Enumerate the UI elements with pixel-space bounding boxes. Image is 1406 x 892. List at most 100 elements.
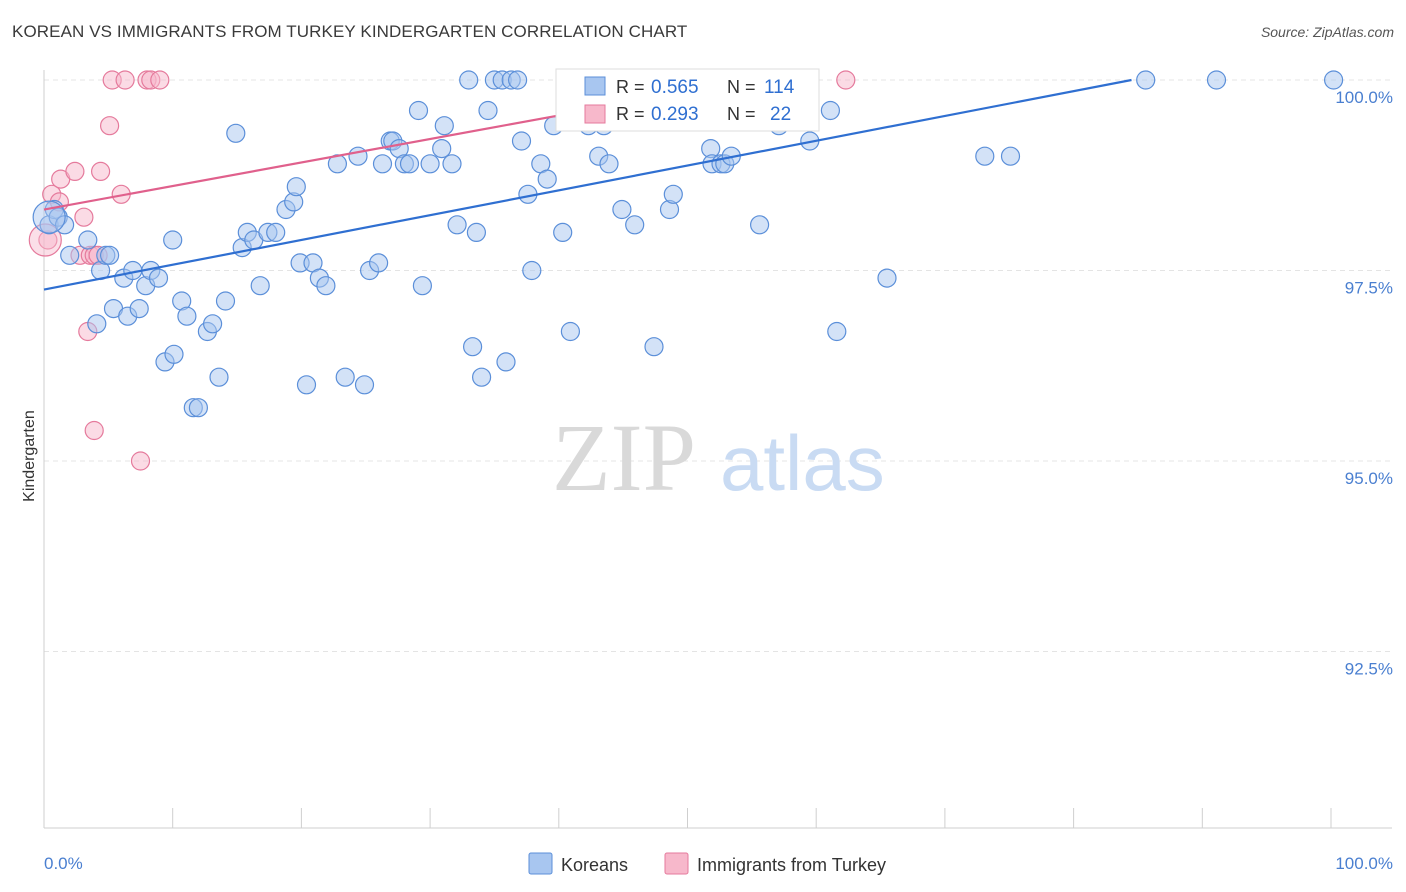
data-point-turkey: [90, 161, 111, 181]
legend-r-label-turkey: R =: [616, 104, 645, 124]
data-point-korean: [560, 321, 581, 342]
data-point-korean: [266, 222, 286, 242]
bottom-legend-label-turkey[interactable]: Immigrants from Turkey: [697, 855, 886, 875]
data-point-korean: [209, 367, 229, 387]
data-point-korean: [327, 154, 347, 174]
legend-r-value-koreans: 0.565: [651, 77, 699, 98]
legend-n-value-koreans: 114: [764, 77, 795, 98]
data-point-korean: [78, 230, 98, 250]
data-point-korean: [612, 199, 632, 220]
data-point-turkey: [65, 161, 85, 181]
data-point-korean: [522, 260, 542, 281]
data-point-korean: [215, 291, 236, 311]
watermark-atlas: atlas: [720, 419, 885, 507]
data-point-korean: [975, 146, 995, 166]
data-point-korean: [226, 123, 246, 143]
data-point-korean: [99, 245, 120, 265]
watermark-zip: ZIP: [552, 404, 696, 511]
data-point-korean: [163, 230, 183, 250]
data-point-korean: [434, 116, 454, 136]
y-axis-label: Kindergarten: [21, 410, 38, 502]
data-point-korean: [663, 184, 683, 204]
data-point-turkey: [836, 70, 856, 90]
data-point-korean: [447, 215, 467, 235]
data-point-korean: [432, 139, 452, 159]
data-point-korean: [60, 245, 80, 265]
legend-r-value-turkey: 0.293: [651, 104, 699, 125]
x-ticks: [43, 808, 1332, 828]
data-point-korean: [412, 276, 432, 296]
data-point-korean: [1323, 70, 1344, 90]
y-tick-label: 92.5%: [1345, 660, 1393, 679]
bottom-legend-label-koreans[interactable]: Koreans: [561, 855, 628, 875]
data-point-korean: [296, 375, 317, 395]
axes: [43, 70, 1392, 829]
trend-line-turkey: [43, 113, 566, 211]
data-point-korean: [1000, 146, 1021, 166]
x-tick-label-max: 100.0%: [1335, 854, 1393, 873]
data-point-korean: [1206, 70, 1227, 90]
data-point-korean: [372, 154, 393, 174]
data-point-korean: [335, 367, 355, 387]
data-point-korean: [354, 375, 375, 395]
data-point-korean: [399, 154, 420, 174]
data-point-korean: [177, 306, 197, 326]
data-point-korean: [472, 367, 492, 387]
data-point-korean: [625, 215, 645, 235]
data-point-korean: [316, 276, 336, 296]
data-point-korean: [148, 268, 169, 288]
data-point-korean: [599, 154, 619, 174]
legend-r-label-koreans: R =: [616, 77, 645, 97]
zipatlas-watermark: ZIP atlas: [552, 404, 885, 511]
data-point-korean: [537, 169, 557, 189]
data-point-korean: [511, 131, 532, 151]
source-credit: Source: ZipAtlas.com: [1260, 24, 1394, 40]
data-point-turkey: [74, 207, 94, 227]
trend-line-koreans: [43, 78, 1132, 291]
data-point-korean: [188, 398, 208, 418]
data-point-korean: [877, 268, 897, 288]
legend-n-label-koreans: N =: [727, 77, 756, 97]
data-point-korean: [553, 222, 573, 242]
data-point-korean: [408, 100, 429, 121]
data-point-korean: [420, 154, 440, 174]
data-point-korean: [507, 70, 528, 90]
y-tick-label: 100.0%: [1335, 88, 1393, 107]
data-point-korean: [286, 177, 306, 197]
data-point-korean: [442, 154, 462, 174]
data-point-turkey: [84, 420, 104, 441]
data-point-korean: [164, 344, 184, 364]
y-tick-label: 95.0%: [1345, 469, 1393, 488]
data-point-korean: [459, 70, 479, 90]
legend-stats: R = 0.565 N = 114 R = 0.293 N = 22: [555, 68, 820, 132]
legend-series: Koreans Immigrants from Turkey: [528, 852, 886, 875]
legend-n-label-turkey: N =: [727, 104, 756, 124]
data-point-korean: [369, 253, 389, 273]
data-point-korean: [1136, 70, 1156, 90]
data-point-korean: [87, 314, 107, 334]
y-tick-label: 97.5%: [1345, 279, 1393, 298]
legend-swatch-turkey: [584, 104, 606, 124]
bottom-legend-swatch-koreans[interactable]: [528, 852, 553, 875]
data-point-turkey: [115, 70, 135, 90]
data-point-korean: [496, 352, 516, 372]
legend-swatch-koreans: [584, 76, 606, 96]
y-tick-labels: 92.5% 95.0% 97.5% 100.0%: [1335, 88, 1393, 679]
data-point-korean: [827, 321, 847, 342]
data-point-korean: [250, 276, 270, 296]
data-point-korean: [478, 100, 498, 121]
data-point-turkey: [150, 70, 170, 90]
legend-n-value-turkey: 22: [770, 104, 791, 125]
data-point-turkey: [130, 451, 151, 471]
data-point-korean: [644, 337, 664, 357]
data-point-korean: [203, 314, 223, 334]
trend-lines: [43, 78, 1132, 291]
data-point-korean: [129, 299, 149, 319]
bottom-legend-swatch-turkey[interactable]: [664, 852, 689, 875]
data-point-turkey: [99, 116, 120, 136]
data-point-korean: [749, 215, 770, 235]
x-tick-label-min: 0.0%: [44, 854, 83, 873]
data-point-korean-cluster: [32, 200, 66, 234]
data-point-korean: [463, 337, 483, 357]
